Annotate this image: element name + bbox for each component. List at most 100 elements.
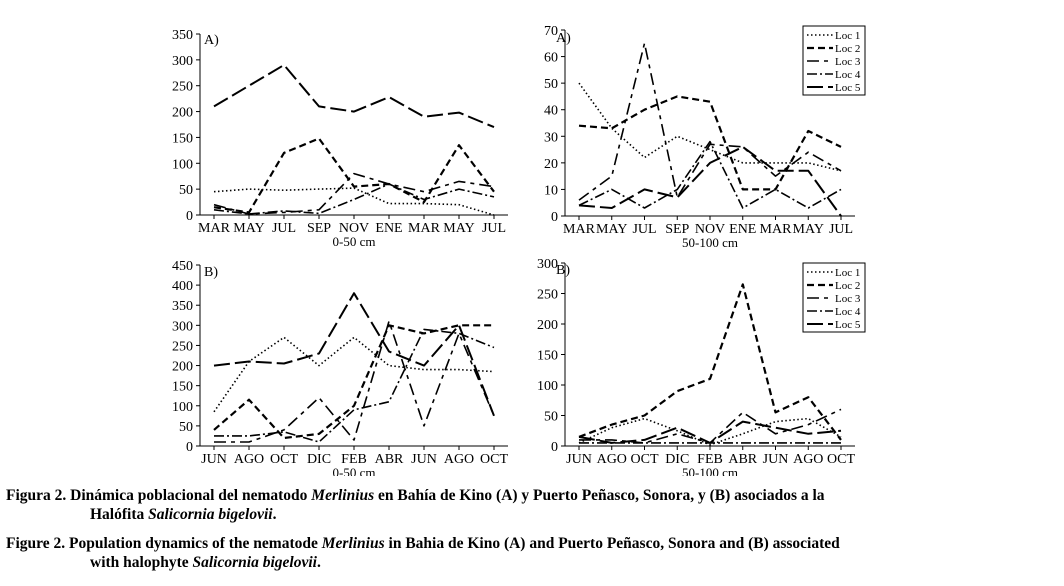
x-tick-label: NOV [339, 221, 369, 236]
legend-label: Loc 1 [835, 267, 860, 279]
y-tick-label: 60 [544, 51, 558, 66]
x-tick-label: OCT [480, 452, 508, 467]
panel-label: B) [556, 263, 570, 278]
x-tick-label: SEP [307, 221, 331, 236]
caption-en-prefix: Figure 2. Population dynamics of the nem… [6, 535, 322, 552]
x-tick-label: MAY [596, 222, 627, 237]
y-tick-label: 20 [544, 157, 558, 172]
y-tick-label: 300 [172, 54, 193, 69]
series-line-loc-2 [213, 137, 495, 214]
caption-es-species: Salicornia bigelovii [148, 506, 273, 523]
x-tick-label: OCT [270, 452, 298, 467]
legend-label: Loc 1 [835, 30, 860, 42]
y-tick-label: 0 [551, 440, 558, 455]
x-tick-label: ENE [375, 221, 402, 236]
x-tick-label: FEB [697, 452, 723, 467]
y-tick-label: 250 [537, 288, 558, 303]
x-tick-label: ABR [728, 452, 757, 467]
x-tick-label: AGO [793, 452, 823, 467]
caption-es-middle: en Bahía de Kino (A) y Puerto Peñasco, S… [374, 487, 825, 504]
legend-label: Loc 2 [835, 280, 860, 292]
caption-spanish: Figura 2. Dinámica poblacional del nemat… [6, 486, 825, 524]
y-tick-label: 250 [172, 80, 193, 95]
x-tick-label: MAR [408, 221, 441, 236]
x-tick-label: ENE [729, 222, 756, 237]
series-line-loc-5 [213, 64, 495, 129]
x-tick-label: MAY [233, 221, 264, 236]
y-tick-label: 150 [172, 380, 193, 395]
x-tick-label: DIC [307, 452, 331, 467]
legend-label: Loc 3 [835, 56, 861, 68]
legend-label: Loc 5 [835, 82, 861, 94]
x-tick-label: AGO [444, 452, 474, 467]
x-tick-label: JUL [632, 222, 656, 237]
y-tick-label: 10 [544, 183, 558, 198]
y-tick-label: 350 [172, 28, 193, 43]
y-tick-label: 250 [172, 339, 193, 354]
y-tick-label: 300 [172, 319, 193, 334]
y-tick-label: 200 [537, 318, 558, 333]
caption-es-genus: Merlinius [311, 487, 375, 504]
x-tick-label: AGO [597, 452, 627, 467]
series-line-loc-5 [578, 145, 842, 217]
y-tick-label: 70 [544, 24, 558, 39]
y-tick-label: 50 [544, 410, 558, 425]
x-tick-label: JUL [829, 222, 853, 237]
x-tick-label: MAR [760, 222, 793, 237]
y-tick-label: 100 [172, 157, 193, 172]
y-tick-label: 50 [179, 420, 193, 435]
caption-en-middle: in Bahia de Kino (A) and Puerto Peñasco,… [384, 535, 840, 552]
y-tick-label: 100 [537, 379, 558, 394]
x-tick-label: MAR [563, 222, 596, 237]
caption-en-species: Salicornia bigelovii [192, 554, 317, 571]
x-tick-label: OCT [827, 452, 855, 467]
x-tick-label: MAY [443, 221, 474, 236]
legend-label: Loc 4 [835, 69, 861, 81]
x-tick-label: MAY [793, 222, 824, 237]
x-tick-label: JUL [272, 221, 296, 236]
panel-label: A) [556, 31, 571, 46]
panel-label: A) [204, 33, 219, 48]
y-tick-label: 0 [186, 440, 193, 455]
x-tick-label: JUL [482, 221, 506, 236]
x-tick-label: JUN [201, 452, 227, 467]
caption-es-line2-suffix: . [272, 506, 277, 523]
series-line-loc-4 [578, 140, 842, 209]
series-line-loc-1 [213, 187, 495, 216]
series-line-loc-1 [578, 82, 842, 172]
x-axis-label: 0-50 cm [333, 465, 376, 476]
chart-panel-4: 0 50 100 150 200 250 300 JUN AGO OCT DIC FEB ABR JUN A… [537, 257, 866, 476]
y-tick-label: 100 [172, 400, 193, 415]
series-line-loc-3 [213, 172, 495, 215]
x-axis-label: 50-100 cm [682, 235, 738, 250]
x-tick-label: JUN [566, 452, 592, 467]
series-line-loc-3 [579, 408, 842, 444]
y-tick-label: 200 [172, 360, 193, 375]
series-line-loc-2 [213, 324, 494, 440]
x-tick-label: ABR [375, 452, 404, 467]
chart-panel-3: 0 50 100 150 200 250 300 350 400 450 JUN AGO OCT DIC F… [172, 259, 508, 476]
y-tick-label: 50 [179, 183, 193, 198]
x-tick-label: FEB [341, 452, 367, 467]
x-tick-label: MAR [198, 221, 231, 236]
panel-label: B) [204, 265, 218, 280]
legend-label: Loc 4 [835, 306, 861, 318]
x-tick-label: JUN [411, 452, 437, 467]
series-line-loc-2 [578, 95, 842, 191]
y-tick-label: 400 [172, 279, 193, 294]
caption-es-line2-prefix: Halófita [90, 506, 149, 523]
x-tick-label: NOV [695, 222, 725, 237]
y-tick-label: 0 [186, 209, 193, 224]
series-line-loc-5 [578, 420, 842, 444]
caption-english: Figure 2. Population dynamics of the nem… [6, 534, 840, 572]
x-axis-label: 50-100 cm [682, 465, 738, 476]
caption-es-prefix: Figura 2. Dinámica poblacional del nemat… [6, 487, 312, 504]
series-line-loc-5 [213, 292, 495, 417]
x-tick-label: SEP [665, 222, 689, 237]
caption-en-line2-prefix: with halophyte [90, 554, 193, 571]
series-line-loc-1 [578, 417, 842, 446]
